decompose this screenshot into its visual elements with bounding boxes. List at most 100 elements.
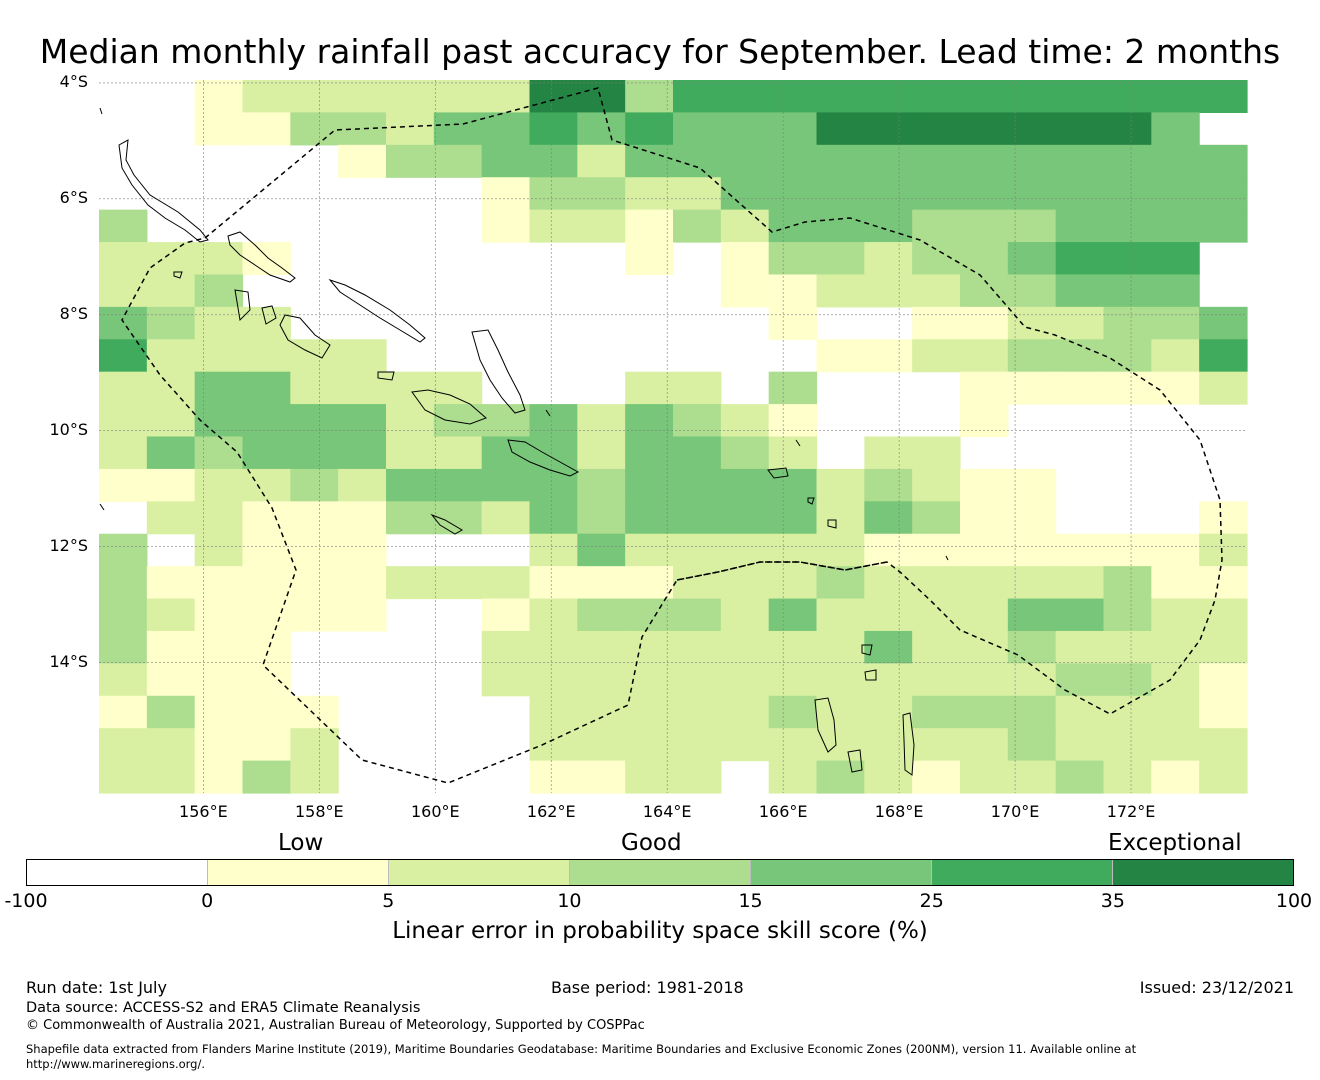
skill-cell <box>1007 209 1057 243</box>
skill-cell <box>1007 566 1057 600</box>
skill-cell <box>1007 371 1057 405</box>
skill-cell <box>673 760 722 794</box>
copyright: © Commonwealth of Australia 2021, Austra… <box>26 1018 645 1033</box>
skill-cell <box>960 209 1009 243</box>
skill-cell <box>529 598 578 632</box>
skill-cell <box>1103 695 1152 729</box>
skill-cell <box>338 468 387 502</box>
skill-cell <box>720 533 770 567</box>
skill-cell <box>1199 663 1248 697</box>
skill-cell <box>625 760 674 794</box>
skill-cell <box>912 144 961 178</box>
skill-cell <box>99 695 148 729</box>
skill-cell <box>960 598 1009 632</box>
longitude-label: 166°E <box>758 802 808 821</box>
skill-cell <box>960 80 1009 114</box>
skill-cell <box>864 630 913 664</box>
skill-cell <box>1055 112 1105 146</box>
shapefile-credit-line2: http://www.marineregions.org/. <box>26 1057 205 1071</box>
skill-cell <box>290 501 339 535</box>
skill-cell <box>1007 663 1057 697</box>
skill-cell <box>960 144 1009 178</box>
skill-cell <box>1007 695 1057 729</box>
skill-cell <box>720 566 770 600</box>
skill-cell <box>864 209 913 243</box>
coastline-choiseul <box>328 278 426 343</box>
skill-cell <box>577 728 626 762</box>
skill-cell <box>1151 371 1200 405</box>
skill-cell <box>768 177 818 211</box>
skill-cell <box>720 436 770 470</box>
longitude-label: 170°E <box>990 802 1040 821</box>
skill-cell <box>720 242 770 276</box>
skill-cell <box>242 533 291 567</box>
skill-cell <box>768 533 818 567</box>
skill-cell <box>194 80 244 114</box>
skill-cell <box>433 371 483 405</box>
skill-cell <box>912 177 961 211</box>
skill-cell <box>1007 728 1057 762</box>
coastline-bougainville <box>227 231 296 283</box>
skill-cell <box>99 533 148 567</box>
skill-cell <box>99 630 148 664</box>
skill-cell <box>481 663 531 697</box>
skill-cell <box>1103 242 1152 276</box>
skill-cell <box>1199 339 1248 373</box>
skill-cell <box>1199 533 1248 567</box>
skill-cell <box>386 80 435 114</box>
skill-grid-cells <box>99 80 1248 794</box>
skill-cell <box>816 339 865 373</box>
colorbar-tick-label: 35 <box>1100 890 1125 912</box>
skill-cell <box>242 112 291 146</box>
coastlines <box>99 107 949 776</box>
skill-cell <box>146 274 196 308</box>
skill-cell <box>625 177 674 211</box>
skill-cell <box>481 566 531 600</box>
skill-cell <box>768 209 818 243</box>
skill-cell <box>481 501 531 535</box>
skill-cell <box>577 501 626 535</box>
skill-cell <box>768 80 818 114</box>
skill-cell <box>242 695 291 729</box>
skill-cell <box>242 371 291 405</box>
skill-cell <box>577 533 626 567</box>
skill-cell <box>577 598 626 632</box>
skill-cell <box>625 144 674 178</box>
skill-cell <box>1103 306 1152 340</box>
skill-cell <box>1199 501 1248 535</box>
skill-cell <box>146 630 196 664</box>
skill-cell <box>960 760 1009 794</box>
skill-cell <box>194 436 244 470</box>
skill-cell <box>146 436 196 470</box>
skill-cell <box>912 728 961 762</box>
coastline-santa-cruz <box>430 467 789 535</box>
skill-cell <box>1007 598 1057 632</box>
longitude-label: 168°E <box>874 802 924 821</box>
skill-cell <box>386 501 435 535</box>
colorbar-label: Linear error in probability space skill … <box>392 918 928 944</box>
skill-cell <box>960 306 1009 340</box>
skill-cell <box>1199 695 1248 729</box>
skill-cell <box>1103 598 1152 632</box>
skill-cell <box>99 566 148 600</box>
skill-cell <box>673 436 722 470</box>
skill-cell <box>673 468 722 502</box>
skill-cell <box>386 112 435 146</box>
latitude-label: 6°S <box>59 187 88 207</box>
skill-cell <box>338 339 387 373</box>
skill-cell <box>816 566 865 600</box>
skill-cell <box>1151 728 1200 762</box>
skill-cell <box>768 468 818 502</box>
skill-cell <box>912 468 961 502</box>
skill-cell <box>625 598 674 632</box>
skill-cell <box>768 630 818 664</box>
skill-cell <box>577 468 626 502</box>
skill-cell <box>1007 112 1057 146</box>
colorbar-segment <box>570 860 751 885</box>
skill-cell <box>242 404 291 438</box>
skill-cell <box>194 728 244 762</box>
skill-cell <box>1151 177 1200 211</box>
skill-cell <box>146 242 196 276</box>
skill-cell <box>1103 728 1152 762</box>
skill-cell <box>625 630 674 664</box>
